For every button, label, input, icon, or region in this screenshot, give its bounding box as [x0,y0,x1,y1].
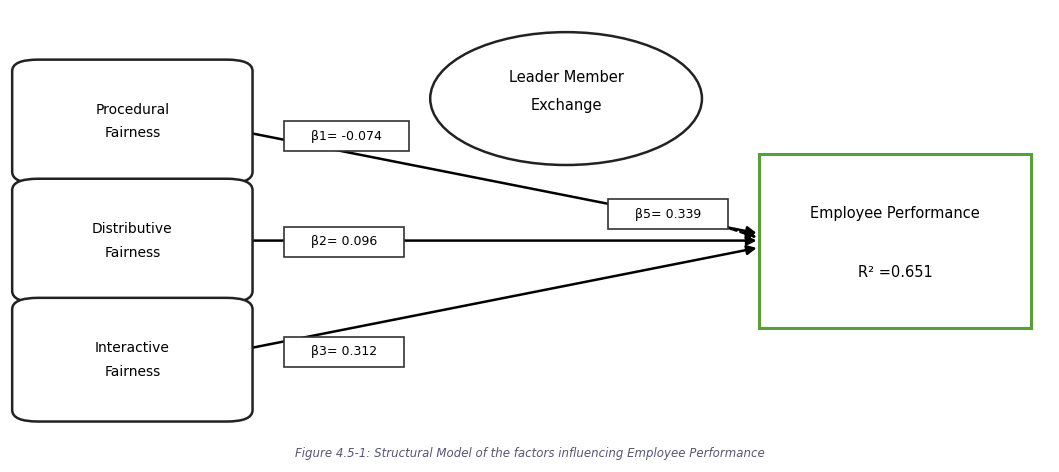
FancyBboxPatch shape [284,337,405,367]
Ellipse shape [430,32,702,165]
Text: β1= -0.074: β1= -0.074 [311,130,382,143]
Text: Interactive
Fairness: Interactive Fairness [95,341,169,379]
Text: Leader Member
Exchange: Leader Member Exchange [508,70,624,113]
Text: β2= 0.096: β2= 0.096 [311,235,377,248]
Text: β3= 0.312: β3= 0.312 [311,345,377,358]
Text: Employee Performance: Employee Performance [810,206,981,220]
FancyBboxPatch shape [608,199,729,229]
FancyBboxPatch shape [759,153,1031,328]
Text: Distributive
Fairness: Distributive Fairness [92,222,173,260]
FancyBboxPatch shape [12,298,252,421]
FancyBboxPatch shape [284,227,405,257]
FancyBboxPatch shape [284,121,410,151]
FancyBboxPatch shape [12,59,252,183]
Text: R² =0.651: R² =0.651 [858,265,933,280]
Text: Figure 4.5-1: Structural Model of the factors influencing Employee Performance: Figure 4.5-1: Structural Model of the fa… [294,447,765,461]
Text: Procedural
Fairness: Procedural Fairness [95,102,169,141]
Text: β5= 0.339: β5= 0.339 [634,208,701,221]
FancyBboxPatch shape [12,179,252,303]
